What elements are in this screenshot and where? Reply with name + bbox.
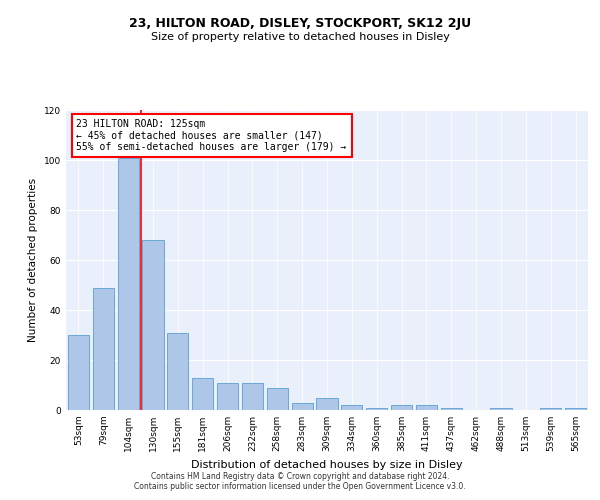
X-axis label: Distribution of detached houses by size in Disley: Distribution of detached houses by size …: [191, 460, 463, 469]
Text: Size of property relative to detached houses in Disley: Size of property relative to detached ho…: [151, 32, 449, 42]
Bar: [68, 335, 89, 410]
Bar: [292, 402, 313, 410]
Bar: [316, 398, 338, 410]
Text: 23 HILTON ROAD: 125sqm
← 45% of detached houses are smaller (147)
55% of semi-de: 23 HILTON ROAD: 125sqm ← 45% of detached…: [76, 119, 347, 152]
Bar: [441, 408, 462, 410]
Bar: [341, 405, 362, 410]
Bar: [366, 408, 387, 410]
Text: Contains HM Land Registry data © Crown copyright and database right 2024.: Contains HM Land Registry data © Crown c…: [151, 472, 449, 481]
Bar: [540, 408, 561, 410]
Bar: [242, 382, 263, 410]
Bar: [217, 382, 238, 410]
Bar: [167, 332, 188, 410]
Bar: [391, 405, 412, 410]
Bar: [490, 408, 512, 410]
Bar: [416, 405, 437, 410]
Bar: [267, 388, 288, 410]
Text: 23, HILTON ROAD, DISLEY, STOCKPORT, SK12 2JU: 23, HILTON ROAD, DISLEY, STOCKPORT, SK12…: [129, 18, 471, 30]
Bar: [142, 240, 164, 410]
Y-axis label: Number of detached properties: Number of detached properties: [28, 178, 38, 342]
Bar: [93, 288, 114, 410]
Bar: [565, 408, 586, 410]
Bar: [192, 378, 213, 410]
Bar: [118, 158, 139, 410]
Text: Contains public sector information licensed under the Open Government Licence v3: Contains public sector information licen…: [134, 482, 466, 491]
